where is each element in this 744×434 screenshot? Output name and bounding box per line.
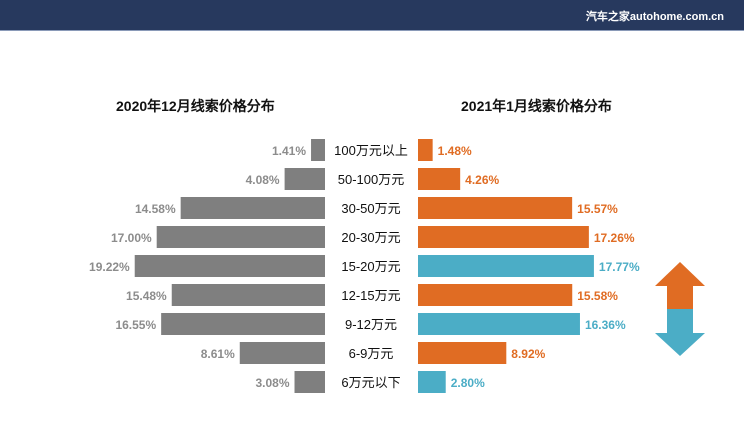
left-value-label: 3.08% — [255, 376, 289, 390]
category-label: 50-100万元 — [338, 172, 404, 187]
left-bar — [284, 168, 325, 190]
left-bar — [171, 284, 325, 306]
right-bar — [418, 255, 594, 277]
left-bar — [156, 226, 325, 248]
right-value-label: 1.48% — [438, 144, 472, 158]
right-value-label: 15.58% — [577, 289, 618, 303]
right-value-label: 16.36% — [585, 318, 626, 332]
right-bar — [418, 168, 461, 190]
left-bar — [294, 371, 325, 393]
left-bar — [180, 197, 325, 219]
right-value-label: 8.92% — [511, 347, 545, 361]
left-value-label: 1.41% — [272, 144, 306, 158]
category-label: 6万元以下 — [341, 375, 400, 390]
left-value-label: 15.48% — [126, 289, 167, 303]
brand-logo: 汽车之家autohome.com.cn — [585, 11, 724, 23]
category-label: 30-50万元 — [341, 201, 400, 216]
left-bar — [239, 342, 325, 364]
left-bar — [161, 313, 325, 335]
right-bar — [418, 342, 507, 364]
left-value-label: 14.58% — [135, 202, 176, 216]
right-bar — [418, 197, 573, 219]
right-bar — [418, 313, 580, 335]
right-value-label: 17.26% — [594, 231, 635, 245]
left-value-label: 19.22% — [89, 260, 130, 274]
up-arrow-icon — [655, 262, 705, 309]
category-label: 9-12万元 — [345, 317, 397, 332]
left-value-label: 17.00% — [111, 231, 152, 245]
right-chart-title: 2021年1月线索价格分布 — [461, 98, 612, 114]
right-bar — [418, 226, 589, 248]
right-value-label: 4.26% — [465, 173, 499, 187]
left-chart-title: 2020年12月线索价格分布 — [116, 98, 275, 114]
right-value-label: 17.77% — [599, 260, 640, 274]
right-value-label: 15.57% — [577, 202, 618, 216]
category-label: 100万元以上 — [334, 143, 408, 158]
left-value-label: 16.55% — [115, 318, 156, 332]
left-bar — [134, 255, 325, 277]
category-label: 6-9万元 — [349, 346, 394, 361]
down-arrow-icon — [655, 309, 705, 356]
category-label: 15-20万元 — [341, 259, 400, 274]
left-bar — [311, 139, 325, 161]
right-bar — [418, 371, 446, 393]
right-value-label: 2.80% — [451, 376, 485, 390]
left-value-label: 8.61% — [201, 347, 235, 361]
category-label: 12-15万元 — [341, 288, 400, 303]
header-bar: 汽车之家autohome.com.cn — [0, 0, 744, 31]
right-bar — [418, 284, 573, 306]
right-bar — [418, 139, 433, 161]
category-label: 20-30万元 — [341, 230, 400, 245]
left-value-label: 4.08% — [246, 173, 280, 187]
